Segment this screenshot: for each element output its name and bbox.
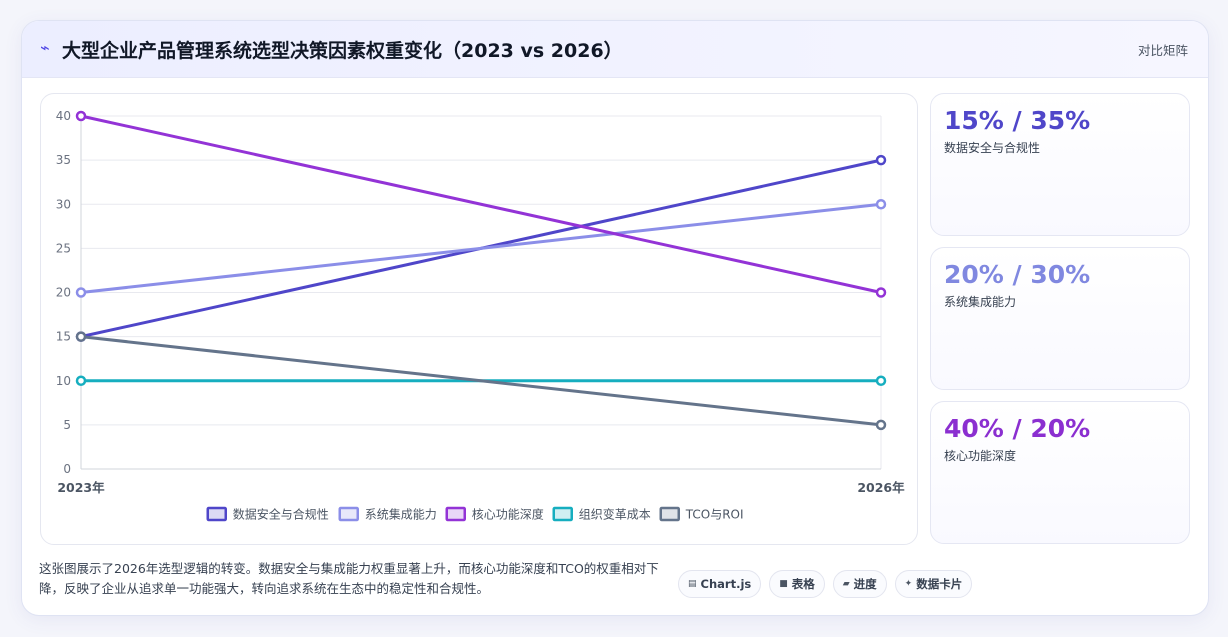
data-point [875,375,887,386]
legend-label: 组织变革成本 [579,507,651,522]
x-tick-label: 2026年 [857,480,905,495]
header-bar: ⌁ 大型企业产品管理系统选型决策因素权重变化（2023 vs 2026） 对比矩… [22,21,1208,78]
data-point [875,154,887,166]
comparison-matrix-label[interactable]: 对比矩阵 [1137,43,1188,58]
data-point [75,287,87,298]
y-tick-label: 40 [56,109,71,123]
tag-chartjs[interactable]: ▤ Chart.js [678,570,762,598]
y-tick-label: 0 [63,462,71,476]
legend-swatch [659,506,680,522]
chart-icon: ▤ [688,579,697,589]
table-icon: ■ [779,579,788,589]
y-tick-label: 5 [63,418,71,432]
stat-value: 15% / 35% [944,106,1091,135]
y-tick-label: 20 [56,286,71,300]
series-line [80,335,882,427]
x-tick-label: 2023年 [57,480,105,495]
legend-swatch [445,506,466,522]
y-tick-label: 25 [56,241,71,255]
data-point [75,110,87,122]
tag-table[interactable]: ■ 表格 [769,570,825,598]
stat-card-security: 15% / 35% 数据安全与合规性 [930,93,1190,236]
tag-label: Chart.js [700,577,752,591]
series-line [80,114,882,294]
data-point [75,331,87,342]
legend-label: 系统集成能力 [365,507,437,522]
legend-swatch [338,506,359,522]
legend-swatch [206,506,227,522]
y-tick-label: 35 [56,153,71,167]
progress-icon: ▰ [842,579,850,589]
chart-panel: 0 5 10 15 20 25 30 35 40 2023年 2026年数据安全与合规性 系统集成能力… [40,93,918,545]
chart-description: 这张图展示了2026年选型逻辑的转变。数据安全与集成能力权重显著上升，而核心功能… [39,561,659,596]
tag-label: 进度 [853,577,877,591]
legend-swatch [552,506,573,522]
dashboard-card: ⌁ 大型企业产品管理系统选型决策因素权重变化（2023 vs 2026） 对比矩… [21,20,1209,616]
stat-value: 20% / 30% [944,260,1091,289]
tag-progress[interactable]: ▰ 进度 [832,570,887,598]
sparkle-icon: ✦ [904,579,913,589]
legend-label: TCO与ROI [685,508,744,522]
data-point [75,375,87,386]
y-tick-label: 15 [56,330,71,344]
tag-label: 表格 [791,577,815,591]
y-tick-label: 10 [56,374,71,388]
tag-list: ▤ Chart.js ■ 表格 ▰ 进度 ✦ 数据卡片 [678,570,973,598]
tag-label: 数据卡片 [916,577,963,591]
lightning-icon: ⌁ [40,38,50,57]
data-point [875,419,887,431]
stat-card-core-function: 40% / 20% 核心功能深度 [930,401,1190,544]
stat-card-integration: 20% / 30% 系统集成能力 [930,247,1190,390]
stat-label: 系统集成能力 [944,295,1017,309]
legend-label: 核心功能深度 [472,507,544,522]
legend-label: 数据安全与合规性 [233,507,329,522]
y-tick-label: 30 [56,197,71,211]
data-point [875,287,887,298]
page-title: 大型企业产品管理系统选型决策因素权重变化（2023 vs 2026） [62,40,623,62]
stat-label: 数据安全与合规性 [944,141,1041,155]
series-line [80,202,882,294]
stat-label: 核心功能深度 [944,449,1017,463]
data-point [875,199,887,210]
stat-value: 40% / 20% [944,414,1091,443]
tag-data-cards[interactable]: ✦ 数据卡片 [894,570,973,598]
